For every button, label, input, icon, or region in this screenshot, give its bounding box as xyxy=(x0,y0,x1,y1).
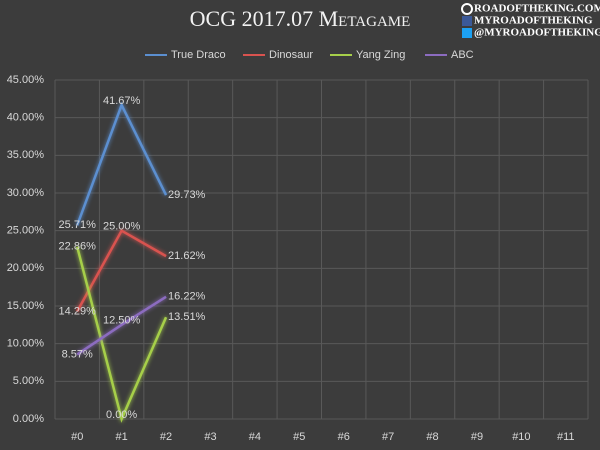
x-tick-label: #11 xyxy=(557,431,575,443)
y-tick-label: 45.00% xyxy=(7,74,45,86)
data-label: 8.57% xyxy=(62,348,93,360)
legend-label: True Draco xyxy=(171,49,226,61)
data-label: 12.50% xyxy=(103,315,141,327)
y-tick-label: 20.00% xyxy=(7,262,45,274)
y-tick-label: 0.00% xyxy=(13,413,44,425)
y-tick-label: 25.00% xyxy=(7,225,45,237)
watermark: MYROADOFTHEKING xyxy=(474,15,593,27)
data-label: 25.71% xyxy=(59,219,97,231)
data-label: 25.00% xyxy=(103,221,141,233)
y-tick-label: 10.00% xyxy=(7,338,45,350)
series-line xyxy=(76,101,168,226)
y-tick-label: 30.00% xyxy=(7,187,45,199)
twitter-icon xyxy=(462,28,472,38)
x-tick-label: #9 xyxy=(471,431,483,443)
legend-label: Dinosaur xyxy=(269,49,313,61)
data-label: 21.62% xyxy=(168,250,206,262)
watermark: @MYROADOFTHEKING xyxy=(474,27,600,39)
data-label: 0.00% xyxy=(106,409,137,421)
x-tick-label: #10 xyxy=(512,431,530,443)
x-tick-label: #1 xyxy=(116,431,128,443)
data-label: 22.86% xyxy=(59,241,97,253)
legend-label: Yang Zing xyxy=(356,49,405,61)
y-tick-label: 5.00% xyxy=(13,375,44,387)
y-tick-label: 40.00% xyxy=(7,112,45,124)
logo-icon xyxy=(461,3,473,15)
data-label: 13.51% xyxy=(168,311,206,323)
legend-label: ABC xyxy=(451,49,474,61)
data-label: 29.73% xyxy=(168,189,206,201)
x-tick-label: #3 xyxy=(204,431,216,443)
series-line xyxy=(75,246,168,423)
y-tick-label: 15.00% xyxy=(7,300,45,312)
series-line xyxy=(76,228,167,312)
x-tick-label: #6 xyxy=(338,431,350,443)
x-tick-label: #4 xyxy=(249,431,261,443)
chart-title: OCG 2017.07 Metagame xyxy=(190,6,411,31)
data-label: 16.22% xyxy=(168,291,206,303)
x-tick-label: #7 xyxy=(382,431,394,443)
x-tick-label: #2 xyxy=(160,431,172,443)
data-label: 41.67% xyxy=(103,95,141,107)
x-tick-label: #5 xyxy=(293,431,305,443)
facebook-icon xyxy=(462,16,472,26)
y-tick-label: 35.00% xyxy=(7,149,45,161)
x-tick-label: #8 xyxy=(426,431,438,443)
data-label: 14.29% xyxy=(59,305,97,317)
x-tick-label: #0 xyxy=(71,431,83,443)
watermark: ROADOFTHEKING.COM xyxy=(474,3,600,15)
series-line xyxy=(76,295,167,356)
